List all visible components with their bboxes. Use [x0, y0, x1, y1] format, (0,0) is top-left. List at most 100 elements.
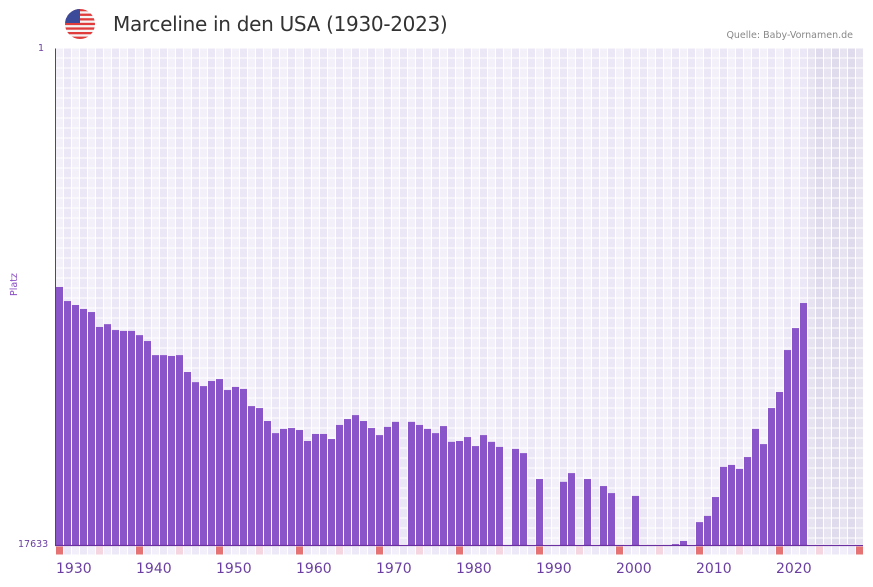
bar-1993 — [560, 481, 567, 545]
year-marker-1930 — [56, 546, 63, 555]
year-marker-2024 — [808, 546, 815, 555]
year-marker-1938 — [120, 546, 127, 555]
bar-2020 — [776, 392, 783, 545]
y-tick-label-bottom: 17633 — [18, 539, 49, 550]
year-marker-1957 — [272, 546, 279, 555]
year-marker-2029 — [848, 546, 855, 555]
x-tick-label: 2000 — [616, 561, 652, 577]
year-marker-2027 — [832, 546, 839, 555]
bar-1967 — [352, 415, 359, 545]
year-marker-1986 — [504, 546, 511, 555]
bar-2019 — [768, 408, 775, 545]
bar-1934 — [88, 312, 95, 545]
bar-1956 — [264, 421, 271, 545]
year-marker-2004 — [648, 546, 655, 555]
bar-1976 — [424, 428, 431, 545]
year-marker-1989 — [528, 546, 535, 555]
bar-1960 — [296, 430, 303, 545]
bar-2016 — [744, 457, 751, 545]
bar-1948 — [200, 386, 207, 545]
year-marker-1993 — [560, 546, 567, 555]
bar-1941 — [144, 341, 151, 545]
year-marker-2000 — [616, 546, 623, 555]
bar-2015 — [736, 468, 743, 545]
x-tick-label: 2020 — [776, 561, 812, 577]
bar-2022 — [792, 328, 799, 545]
bar-1978 — [440, 426, 447, 545]
year-marker-1983 — [480, 546, 487, 555]
year-marker-1975 — [416, 546, 423, 555]
year-marker-1950 — [216, 546, 223, 555]
year-marker-1997 — [592, 546, 599, 555]
year-marker-2008 — [680, 546, 687, 555]
x-tick-label: 1980 — [456, 561, 492, 577]
year-marker-2020 — [776, 546, 783, 555]
year-marker-2011 — [704, 546, 711, 555]
year-marker-1976 — [424, 546, 431, 555]
year-marker-1959 — [288, 546, 295, 555]
year-marker-1994 — [568, 546, 575, 555]
year-marker-1977 — [432, 546, 439, 555]
bar-1979 — [448, 441, 455, 545]
year-marker-1996 — [584, 546, 591, 555]
year-marker-1936 — [104, 546, 111, 555]
year-marker-1951 — [224, 546, 231, 555]
year-marker-1974 — [408, 546, 415, 555]
year-marker-1970 — [376, 546, 383, 555]
year-marker-2022 — [792, 546, 799, 555]
year-marker-1962 — [312, 546, 319, 555]
bar-1962 — [312, 433, 319, 545]
year-marker-1941 — [144, 546, 151, 555]
bar-1946 — [184, 372, 191, 545]
bar-1968 — [360, 421, 367, 545]
bar-1959 — [288, 428, 295, 545]
bar-1999 — [608, 493, 615, 545]
year-marker-2001 — [624, 546, 631, 555]
year-marker-1945 — [176, 546, 183, 555]
year-marker-2007 — [672, 546, 679, 555]
y-tick-label-top: 1 — [38, 43, 45, 54]
x-tick-label: 1950 — [216, 561, 252, 577]
year-marker-1988 — [520, 546, 527, 555]
year-marker-1933 — [80, 546, 87, 555]
source-label: Quelle: Baby-Vornamen.de — [726, 30, 853, 41]
bar-1961 — [304, 441, 311, 545]
bar-2014 — [728, 464, 735, 545]
bar-1939 — [128, 330, 135, 545]
year-marker-2010 — [696, 546, 703, 555]
bar-1972 — [392, 421, 399, 545]
year-marker-1972 — [392, 546, 399, 555]
year-marker-1971 — [384, 546, 391, 555]
year-marker-2019 — [768, 546, 775, 555]
bar-1970 — [376, 435, 383, 545]
year-marker-1987 — [512, 546, 519, 555]
bar-1957 — [272, 433, 279, 545]
year-marker-1931 — [64, 546, 71, 555]
bar-1952 — [232, 386, 239, 545]
year-marker-1958 — [280, 546, 287, 555]
year-marker-2028 — [840, 546, 847, 555]
bar-1969 — [368, 428, 375, 545]
year-marker-2016 — [744, 546, 751, 555]
bar-1950 — [216, 379, 223, 545]
bar-1937 — [112, 330, 119, 545]
year-marker-2012 — [712, 546, 719, 555]
year-marker-1956 — [264, 546, 271, 555]
bar-2012 — [712, 497, 719, 545]
year-marker-2002 — [632, 546, 639, 555]
year-marker-1968 — [360, 546, 367, 555]
year-marker-1955 — [256, 546, 263, 555]
year-marker-1979 — [448, 546, 455, 555]
year-marker-1982 — [472, 546, 479, 555]
year-marker-1947 — [192, 546, 199, 555]
bar-1983 — [480, 435, 487, 545]
year-marker-1980 — [456, 546, 463, 555]
year-marker-1965 — [336, 546, 343, 555]
bar-2023 — [800, 303, 807, 545]
bar-1984 — [488, 441, 495, 545]
bar-1938 — [120, 330, 127, 545]
bar-2018 — [760, 444, 767, 545]
year-marker-2003 — [640, 546, 647, 555]
bar-1964 — [328, 439, 335, 545]
